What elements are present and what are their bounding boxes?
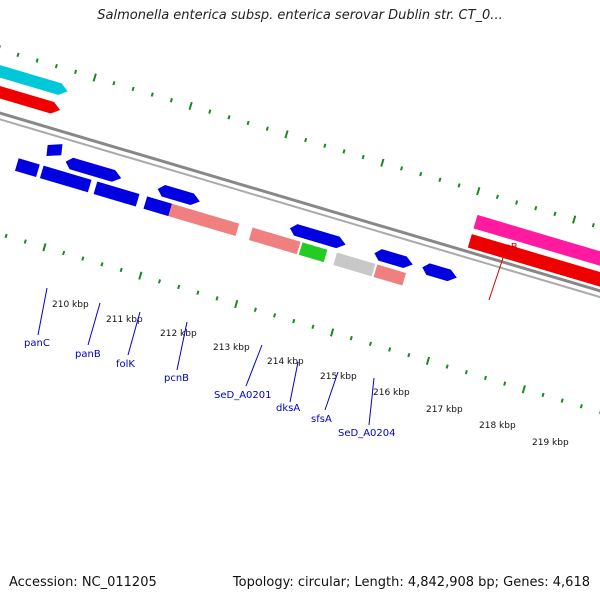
gene-block[interactable] — [39, 165, 92, 193]
tick-label: 214 kbp — [267, 357, 304, 367]
gene-label-hrpB[interactable]: hrpB — [494, 242, 518, 253]
gene-block[interactable] — [93, 181, 140, 207]
gene-label-SeD_A0204[interactable]: SeD_A0204 — [338, 428, 396, 439]
gene-block[interactable] — [373, 264, 407, 286]
gene-label-folK[interactable]: folK — [116, 359, 135, 370]
gene-label-dksA[interactable]: dksA — [276, 403, 300, 414]
gene-arrow[interactable] — [64, 156, 123, 184]
gene-arrow[interactable] — [421, 262, 459, 284]
tick-labels: 210 kbp 211 kbp 212 kbp 213 kbp 214 kbp … — [52, 300, 569, 448]
map-title: Salmonella enterica subsp. enterica sero… — [97, 8, 503, 23]
gene-block[interactable] — [14, 158, 40, 177]
tick-ring-outer — [0, 45, 595, 228]
tick-label: 215 kbp — [320, 372, 357, 382]
gene-label-panC[interactable]: panC — [24, 338, 50, 349]
gene-arrow-red-large[interactable] — [467, 234, 600, 289]
tick-label: 213 kbp — [213, 343, 250, 353]
gene-block-hrpB[interactable] — [473, 214, 600, 269]
footer-accession: Accession: NC_011205 — [9, 575, 157, 590]
gene-block[interactable] — [143, 196, 173, 217]
reverse-strand — [14, 158, 407, 286]
leader-line-hrpB — [488, 254, 505, 301]
footer-topology: Topology: circular; Length: 4,842,908 bp… — [232, 575, 590, 590]
gene-arrow[interactable] — [288, 222, 347, 250]
forward-strand — [45, 140, 459, 284]
gene-arrow[interactable] — [156, 183, 202, 207]
gene-arrow[interactable] — [373, 247, 415, 270]
gene-label-pcnB[interactable]: pcnB — [164, 373, 189, 384]
tick-label: 210 kbp — [52, 300, 89, 310]
tick-label: 212 kbp — [160, 329, 197, 339]
gene-label-SeD_A0201[interactable]: SeD_A0201 — [214, 390, 272, 401]
gene-arrow-red-partial[interactable] — [0, 82, 62, 116]
leader-lines — [37, 287, 375, 426]
gene-block[interactable] — [168, 203, 240, 237]
gene-block[interactable] — [248, 227, 301, 255]
gene-block[interactable] — [333, 252, 376, 277]
backbone-outer — [0, 89, 600, 342]
tick-label: 219 kbp — [532, 438, 569, 448]
gene-label-sfsA[interactable]: sfsA — [311, 414, 332, 425]
tick-ring-inner — [4, 233, 600, 415]
tick-label: 211 kbp — [106, 315, 143, 325]
gene-arrow[interactable] — [45, 140, 65, 160]
tick-label: 217 kbp — [426, 405, 463, 415]
gene-label-panB[interactable]: panB — [75, 349, 101, 360]
gene-block[interactable] — [298, 242, 328, 263]
gene-arrow-cyan[interactable] — [0, 63, 69, 98]
tick-label: 216 kbp — [373, 388, 410, 398]
backbone-inner — [0, 95, 600, 348]
tick-label: 218 kbp — [479, 421, 516, 431]
gene-labels: panC panB folK pcnB SeD_A0201 dksA sfsA … — [24, 242, 518, 439]
